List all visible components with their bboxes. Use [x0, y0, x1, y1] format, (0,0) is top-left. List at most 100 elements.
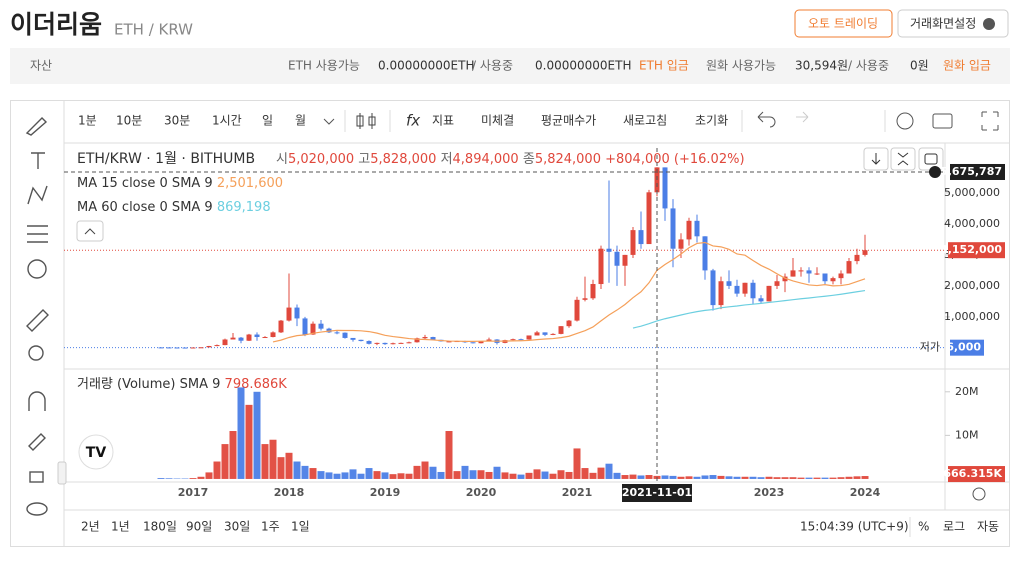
volume-bar: [373, 471, 381, 479]
candle-body: [806, 270, 812, 274]
collapse-legend[interactable]: [76, 220, 104, 242]
tool[interactable]: 초기화: [695, 114, 728, 128]
deposit-link[interactable]: ETH 입금: [639, 59, 689, 73]
range-button[interactable]: 1년: [111, 520, 130, 534]
magnet-tool[interactable]: [28, 391, 46, 411]
x-tick-label: 2020: [466, 486, 497, 499]
candle-body: [214, 345, 220, 347]
auto-trade-button[interactable]: [794, 9, 893, 38]
last-price-label: 3,152,000: [940, 243, 1002, 256]
candle-body: [782, 276, 788, 282]
settings-icon[interactable]: [896, 112, 914, 130]
candle-body: [326, 328, 332, 333]
range-button[interactable]: 1일: [291, 520, 310, 534]
lock-tool[interactable]: [29, 471, 44, 483]
fib-tool[interactable]: [27, 225, 48, 243]
candle-body: [742, 282, 748, 294]
eye-tool[interactable]: [26, 502, 48, 516]
volume-bar: [293, 461, 301, 479]
interval[interactable]: 1시간: [212, 114, 242, 128]
volume-title: 거래량 (Volume) SMA 9: [77, 377, 220, 392]
low-box: [950, 339, 984, 356]
candle-body: [278, 320, 284, 333]
candle-body: [606, 248, 612, 252]
fullscreen-icon[interactable]: [981, 111, 999, 131]
volume-bar: [341, 472, 349, 479]
fx-icon[interactable]: fx: [406, 112, 420, 130]
volume-bar: [253, 391, 261, 479]
pair: ETH / KRW: [114, 21, 193, 39]
auto-trade-label[interactable]: 오토 트레이딩: [808, 17, 878, 31]
settings-label[interactable]: 거래화면설정: [910, 17, 976, 31]
interval-dropdown[interactable]: [323, 118, 335, 125]
volume-bar: [421, 461, 429, 479]
volume-bar: [509, 473, 517, 479]
crosshair-date: 2021-11-01: [622, 486, 692, 499]
range-button[interactable]: 180일: [143, 520, 177, 534]
interval[interactable]: 10분: [116, 114, 142, 128]
candle-body: [734, 285, 740, 294]
candle-body: [550, 333, 556, 335]
pattern-tool[interactable]: [27, 185, 48, 205]
chart-type-icon[interactable]: [356, 113, 376, 129]
add-alert[interactable]: [929, 165, 941, 178]
tool[interactable]: 지표: [432, 114, 454, 128]
volume-bar: [693, 476, 701, 479]
snapshot-icon[interactable]: [932, 113, 953, 129]
change: +804,000 (+16.02%): [605, 152, 744, 167]
tv-logo[interactable]: [78, 434, 114, 470]
volume-bar: [621, 475, 629, 479]
asset-item: 30,594원: [795, 59, 848, 73]
volume-bar: [661, 475, 669, 479]
text-tool[interactable]: [31, 152, 45, 169]
brush-tool[interactable]: [25, 117, 48, 136]
candle-body: [342, 332, 348, 338]
volume-bar: [189, 478, 197, 479]
tool[interactable]: 미체결: [481, 114, 514, 128]
candle-body: [478, 341, 484, 344]
scale-option[interactable]: 자동: [977, 520, 999, 534]
volume-bar: [477, 470, 485, 479]
zoom-tool[interactable]: [28, 345, 44, 361]
y-tick-label: 1,000,000: [944, 310, 1000, 323]
interval[interactable]: 월: [295, 114, 306, 128]
range-button[interactable]: 30일: [224, 520, 250, 534]
interval[interactable]: 1분: [78, 114, 97, 128]
candle-body: [670, 208, 676, 249]
candle-body: [254, 334, 260, 338]
candle-body: [590, 284, 596, 299]
candle-body: [526, 335, 532, 340]
ohlc-legend: 시5,020,000 고5,828,000 저4,894,000 종5,824,…: [276, 152, 745, 167]
tool[interactable]: 새로고침: [623, 114, 667, 128]
candle-body: [446, 341, 452, 343]
range-button[interactable]: 90일: [186, 520, 212, 534]
volume-bar: [597, 467, 605, 479]
scale-option[interactable]: %: [918, 520, 929, 534]
range-button[interactable]: 1주: [261, 520, 280, 534]
emoji-tool[interactable]: [27, 259, 47, 279]
volume-bar: [485, 471, 493, 479]
tv-logo-text: TV: [86, 445, 107, 461]
interval[interactable]: 일: [262, 114, 273, 128]
collapse-tab[interactable]: [57, 461, 67, 485]
interval[interactable]: 30분: [164, 114, 190, 128]
x-tick-label: 2019: [370, 486, 401, 499]
lock-draw-tool[interactable]: [28, 433, 46, 451]
volume-bar: [277, 457, 285, 479]
settings-button[interactable]: [897, 9, 1009, 38]
undo-icon[interactable]: [757, 111, 776, 128]
tool[interactable]: 평균매수가: [541, 114, 596, 128]
deposit-link[interactable]: 원화 입금: [943, 59, 991, 73]
scale-option[interactable]: 로그: [943, 520, 965, 534]
ruler-tool[interactable]: [26, 309, 49, 332]
axis-settings[interactable]: [972, 487, 986, 501]
candle-body: [334, 332, 340, 334]
candle-body: [638, 230, 644, 245]
volume-bar: [805, 477, 813, 479]
range-button[interactable]: 2년: [81, 520, 100, 534]
volume-tick-label: 20M: [955, 385, 979, 398]
collapse-pane[interactable]: [890, 147, 916, 171]
gear-icon: [983, 18, 995, 30]
volume-bar: [557, 470, 565, 479]
